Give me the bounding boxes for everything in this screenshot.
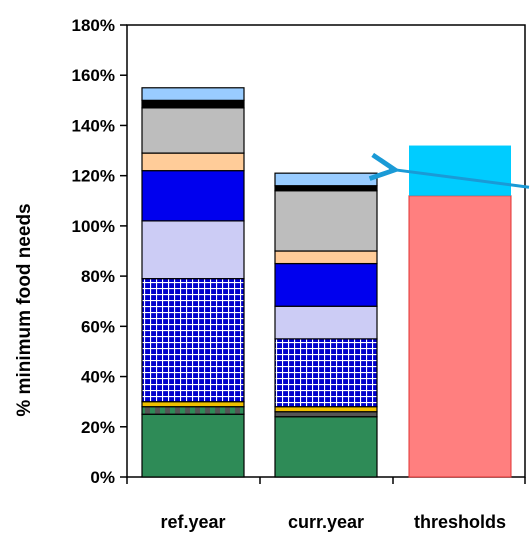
bar-segment-ref-year-0 — [141, 413, 245, 478]
y-tick-label: 120% — [72, 167, 115, 186]
bar-segment-curr-year-8 — [274, 185, 378, 192]
x-category-label: thresholds — [414, 512, 506, 532]
y-tick-label: 60% — [81, 317, 115, 336]
bar-segment-ref-year-4 — [141, 220, 245, 280]
bar-segment-ref-year-2 — [141, 401, 245, 408]
bar-segment-ref-year-8 — [141, 99, 245, 109]
bar-segment-ref-year-7 — [141, 107, 245, 154]
y-axis-title: % minimum food needs — [14, 203, 35, 416]
y-tick-label: 100% — [72, 217, 115, 236]
bar-segment-curr-year-7 — [274, 190, 378, 252]
bar-segment-curr-year-4 — [274, 305, 378, 340]
y-tick-label: 40% — [81, 368, 115, 387]
bar-segment-ref-year-6 — [141, 152, 245, 172]
x-category-label: curr.year — [288, 512, 364, 532]
y-tick-label: 160% — [72, 66, 115, 85]
bars-layer — [141, 87, 512, 478]
bar-segment-ref-year-1 — [141, 406, 245, 415]
bar-segment-curr-year-6 — [274, 250, 378, 265]
bar-segment-ref-year-5 — [141, 170, 245, 222]
y-tick-label: 0% — [90, 468, 115, 487]
bar-segment-curr-year-0 — [274, 416, 378, 478]
y-axis: 0% 20% 40% 60% 80% 100% 120% 140% 160% 180% — [72, 16, 127, 487]
bar-segment-thresholds-1 — [409, 145, 511, 196]
x-category-label: ref.year — [160, 512, 225, 532]
x-axis-categories: ref.year curr.year thresholds — [126, 477, 526, 532]
y-tick-label: 80% — [81, 267, 115, 286]
bar-segment-curr-year-3 — [274, 338, 378, 408]
y-tick-label: 180% — [72, 16, 115, 35]
bar-segment-curr-year-9 — [274, 172, 378, 187]
bar-segment-curr-year-5 — [274, 262, 378, 307]
bar-segment-ref-year-3 — [141, 278, 245, 403]
y-tick-label: 140% — [72, 116, 115, 135]
bar-segment-curr-year-1 — [274, 411, 378, 418]
annotation-arrow — [389, 169, 530, 189]
bar-segment-curr-year-2 — [274, 406, 378, 413]
y-tick-label: 20% — [81, 418, 115, 437]
bar-segment-ref-year-9 — [141, 87, 245, 101]
bar-segment-thresholds-0 — [408, 195, 512, 478]
annotation-layer — [389, 169, 530, 189]
